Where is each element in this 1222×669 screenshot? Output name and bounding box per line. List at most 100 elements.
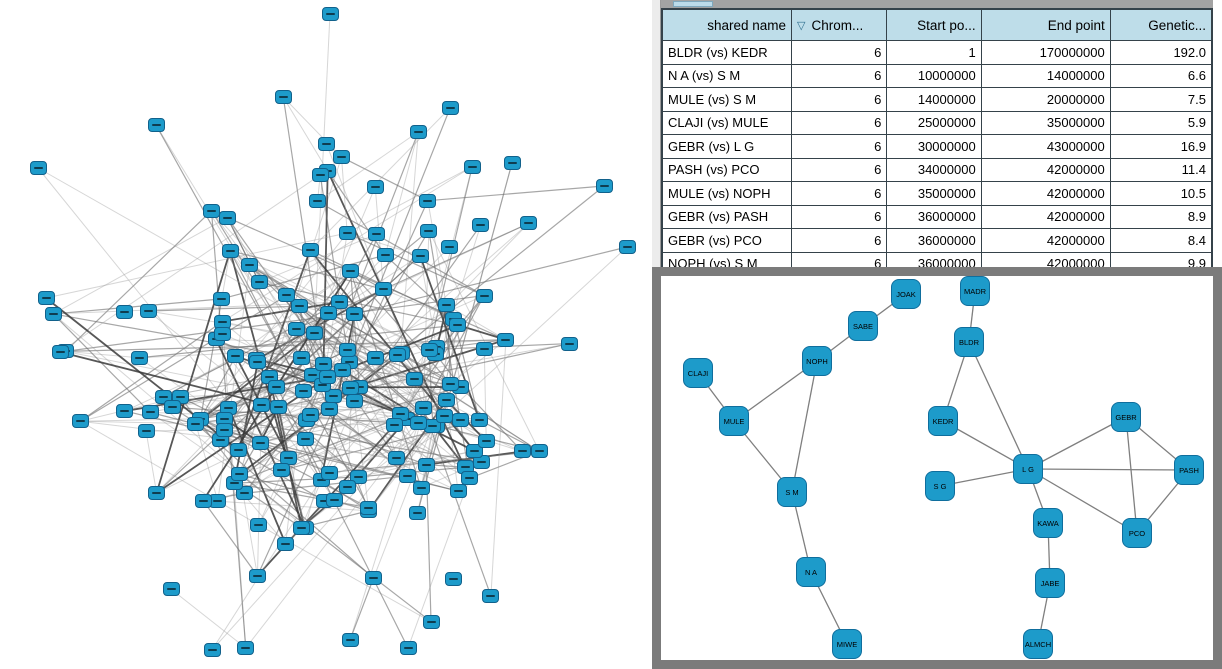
- network-edge[interactable]: [349, 225, 482, 641]
- network-node[interactable]: [482, 588, 500, 603]
- network-edge[interactable]: [59, 174, 321, 353]
- network-node[interactable]: [250, 517, 268, 532]
- table-row[interactable]: GEBR (vs) L G 6 30000000 43000000 16.9: [663, 135, 1211, 159]
- network-node[interactable]: [305, 325, 323, 340]
- network-edge[interactable]: [249, 264, 436, 355]
- network-edge[interactable]: [244, 414, 311, 494]
- network-edge[interactable]: [368, 425, 437, 512]
- network-edge[interactable]: [79, 294, 288, 422]
- network-edge[interactable]: [233, 185, 605, 484]
- table-cell[interactable]: BLDR (vs) KEDR: [663, 41, 793, 64]
- column-header-end-point[interactable]: End point: [981, 10, 1111, 40]
- network-edge[interactable]: [199, 355, 237, 420]
- network-edge[interactable]: [298, 270, 351, 307]
- network-edge[interactable]: [227, 407, 287, 545]
- network-edge[interactable]: [217, 500, 369, 512]
- network-node[interactable]: [218, 210, 236, 225]
- network-node[interactable]: [412, 480, 430, 495]
- network-edge[interactable]: [309, 107, 451, 251]
- network-node[interactable]: [216, 422, 234, 437]
- network-edge[interactable]: [417, 162, 513, 513]
- network-node[interactable]: [463, 159, 481, 174]
- table-cell[interactable]: 35000000: [887, 182, 982, 205]
- network-node[interactable]: [311, 167, 329, 182]
- vertical-scroll-gutter[interactable]: [652, 0, 661, 267]
- network-node[interactable]: [280, 450, 298, 465]
- network-edge[interactable]: [235, 270, 351, 357]
- network-node[interactable]: [420, 223, 438, 238]
- network-node[interactable]: [398, 469, 416, 484]
- network-edge[interactable]: [162, 301, 341, 398]
- network-node[interactable]: [346, 306, 363, 321]
- network-edge[interactable]: [239, 473, 370, 512]
- network-node[interactable]: [162, 582, 180, 597]
- column-header-shared-name[interactable]: shared name: [663, 10, 793, 40]
- network-edge[interactable]: [149, 411, 240, 475]
- table-cell[interactable]: 20000000: [982, 88, 1111, 111]
- network-node[interactable]: [249, 354, 267, 369]
- network-node-almch[interactable]: ALMCH: [1023, 629, 1053, 659]
- network-edge[interactable]: [317, 200, 485, 297]
- network-node[interactable]: [148, 485, 166, 500]
- network-edge[interactable]: [200, 230, 430, 420]
- network-edge[interactable]: [224, 418, 482, 463]
- network-node[interactable]: [334, 363, 352, 378]
- column-header-start-po---[interactable]: Start po...: [887, 10, 982, 40]
- network-node[interactable]: [438, 298, 456, 313]
- network-edge[interactable]: [145, 431, 158, 493]
- table-cell[interactable]: GEBR (vs) PCO: [663, 229, 793, 252]
- table-cell[interactable]: 6: [792, 252, 888, 275]
- network-edge[interactable]: [53, 313, 462, 388]
- network-node[interactable]: [442, 376, 460, 391]
- table-cell[interactable]: 14000000: [982, 64, 1111, 87]
- network-edge[interactable]: [170, 588, 247, 649]
- network-node[interactable]: [324, 388, 342, 403]
- network-node[interactable]: [227, 349, 245, 364]
- network-node-kawa[interactable]: KAWA: [1033, 508, 1063, 538]
- table-cell[interactable]: CLAJI (vs) MULE: [663, 111, 793, 134]
- network-edge[interactable]: [340, 157, 348, 234]
- network-edge[interactable]: [59, 351, 279, 409]
- network-edge[interactable]: [139, 357, 226, 420]
- network-edge[interactable]: [347, 232, 421, 257]
- table-cell[interactable]: 42000000: [982, 182, 1111, 205]
- table-cell[interactable]: 36000000: [887, 229, 982, 252]
- network-edge[interactable]: [277, 406, 290, 458]
- network-node-s-m[interactable]: S M: [777, 477, 807, 507]
- network-node[interactable]: [461, 471, 479, 486]
- network-node[interactable]: [503, 156, 521, 170]
- network-edge[interactable]: [224, 328, 298, 430]
- network-node[interactable]: [213, 326, 231, 341]
- network-node[interactable]: [441, 239, 458, 254]
- network-node-s-g[interactable]: S G: [925, 471, 955, 501]
- network-edge[interactable]: [450, 339, 507, 385]
- network-node[interactable]: [417, 457, 435, 472]
- network-edge[interactable]: [217, 265, 251, 502]
- network-node[interactable]: [365, 571, 383, 585]
- network-edge[interactable]: [244, 376, 329, 494]
- table-cell[interactable]: 6: [792, 88, 888, 111]
- network-node-pash[interactable]: PASH: [1174, 455, 1204, 485]
- network-node[interactable]: [309, 194, 327, 209]
- network-node[interactable]: [29, 161, 47, 175]
- table-cell[interactable]: 6: [792, 111, 888, 134]
- table-cell[interactable]: 42000000: [982, 205, 1111, 228]
- table-cell[interactable]: 6: [792, 135, 888, 158]
- network-edge[interactable]: [200, 232, 348, 420]
- network-node[interactable]: [269, 400, 287, 415]
- network-edge[interactable]: [350, 271, 398, 356]
- network-edge[interactable]: [354, 246, 628, 315]
- table-cell[interactable]: 5.9: [1187, 115, 1206, 131]
- network-node[interactable]: [331, 295, 349, 310]
- network-node[interactable]: [338, 226, 356, 240]
- network-node[interactable]: [332, 150, 350, 165]
- network-node[interactable]: [386, 417, 404, 432]
- network-node[interactable]: [273, 463, 291, 478]
- column-header-genetic---[interactable]: Genetic...: [1110, 10, 1211, 40]
- network-edge[interactable]: [229, 250, 306, 529]
- network-node[interactable]: [187, 416, 205, 431]
- network-node[interactable]: [449, 484, 467, 499]
- network-edge[interactable]: [322, 170, 329, 365]
- table-cell[interactable]: 170000000: [982, 41, 1111, 64]
- network-edge[interactable]: [407, 478, 471, 649]
